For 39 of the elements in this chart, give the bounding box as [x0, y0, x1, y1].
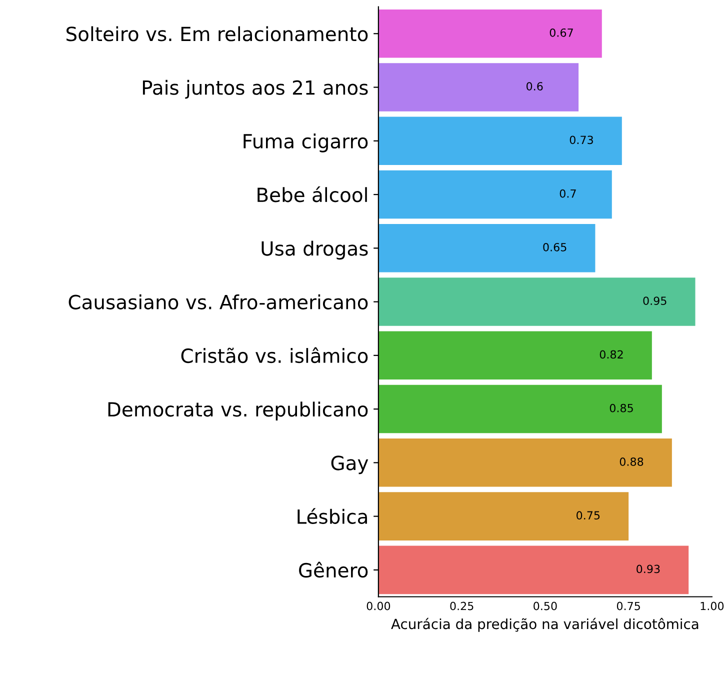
x-tick-label: 1.00 — [700, 602, 724, 610]
x-tick-label: 0.25 — [450, 602, 474, 610]
y-tick-label: Democrata vs. republicano — [108, 402, 368, 420]
data-label: 0.82 — [600, 350, 623, 359]
bar — [378, 492, 629, 540]
bar — [378, 278, 696, 326]
bar — [378, 546, 689, 594]
y-tick-label: Gênero — [299, 562, 368, 578]
data-label: 0.95 — [643, 296, 666, 306]
data-label: 0.88 — [620, 457, 644, 466]
bar — [378, 170, 612, 219]
y-tick-label: Usa drogas — [262, 240, 368, 260]
bar — [378, 224, 596, 272]
data-label: 0.7 — [560, 189, 576, 198]
data-label: 0.75 — [576, 511, 600, 520]
y-tick-label: Solteiro vs. Em relacionamento — [66, 26, 368, 42]
data-label: 0.85 — [610, 404, 633, 412]
y-tick-label: Cristão vs. islâmico — [181, 347, 368, 364]
data-label: 0.65 — [543, 242, 566, 252]
data-label: 0.73 — [570, 136, 593, 144]
y-tick-label: Fuma cigarro — [244, 134, 368, 152]
bar — [378, 438, 672, 487]
bar — [378, 10, 602, 58]
bar — [378, 331, 652, 380]
x-tick-label: 0.75 — [616, 602, 640, 610]
y-tick-label: Gay — [331, 456, 368, 474]
x-tick-label: 0.50 — [534, 602, 557, 610]
y-tick-label: Lésbica — [298, 508, 367, 524]
data-label: 0.67 — [550, 28, 573, 37]
y-tick-label: Bebe álcool — [258, 186, 367, 202]
x-axis-title: Acurácia da predição na variável dicotômica — [391, 618, 698, 632]
bar — [378, 116, 622, 166]
bar — [378, 63, 579, 112]
bar — [378, 384, 662, 434]
x-tick-label: 0.00 — [366, 602, 390, 610]
y-tick-label: Causasiano vs. Afro-americano — [68, 294, 368, 310]
data-label: 0.93 — [636, 564, 660, 574]
data-label: 0.6 — [526, 82, 543, 90]
y-tick-label: Pais juntos aos 21 anos — [142, 80, 368, 99]
